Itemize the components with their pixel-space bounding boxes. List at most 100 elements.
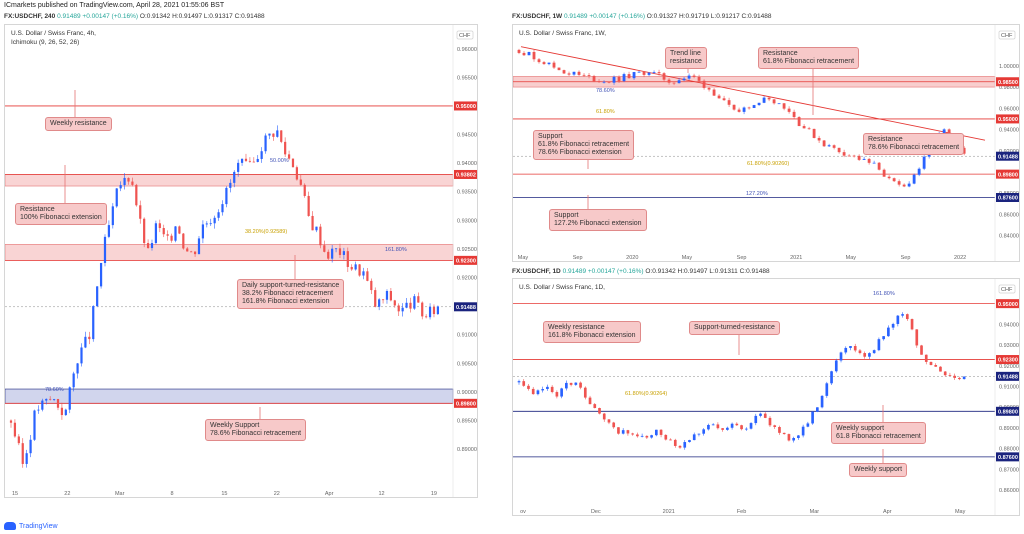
annotation-callout[interactable]: Weekly support 61.8 Fibonacci retracemen…	[831, 422, 926, 444]
candle	[115, 188, 118, 208]
chart-4h[interactable]: 0.96000 0.95500 0.95000 0.94500 0.94000 0.935…	[4, 24, 478, 498]
candle	[174, 225, 177, 243]
price-tag: 0.87600	[996, 452, 1019, 462]
tradingview-cloud-icon	[4, 522, 16, 530]
candle	[276, 125, 279, 138]
candle	[162, 224, 165, 238]
annotation-callout[interactable]: Weekly resistance	[45, 117, 112, 131]
y-tick-label: 0.87000	[999, 467, 1019, 473]
candle	[260, 147, 263, 163]
candle	[882, 168, 886, 177]
annotation-callout[interactable]: Support 127.2% Fibonacci extension	[549, 209, 647, 231]
candle	[127, 177, 130, 185]
annotation-callout[interactable]: Support-turned-resistance	[689, 321, 780, 335]
candle	[842, 149, 846, 158]
annotation-callout[interactable]: Weekly support	[849, 463, 908, 477]
candle	[677, 78, 681, 84]
y-tick-label: 1.00000	[999, 64, 1019, 70]
candle	[891, 322, 895, 330]
candle	[673, 438, 677, 448]
x-tick-label: Apr	[883, 509, 892, 515]
chart-1d[interactable]: 0.950000.940000.930000.920000.910000.900…	[512, 278, 1020, 516]
annotation-callout[interactable]: Daily support-turned-resistance 38.2% Fi…	[237, 279, 345, 309]
tradingview-logo[interactable]: TradingView	[4, 522, 58, 530]
candle	[45, 398, 48, 405]
br-ohlc: FX:USDCHF, 1D 0.91489 +0.00147 (+0.16%) …	[512, 268, 770, 275]
svg-text:CHF: CHF	[459, 33, 471, 39]
candle	[560, 387, 563, 399]
fib-label: 38.20%(0.92589)	[245, 229, 287, 235]
x-tick-label: 22	[64, 491, 70, 497]
candle	[735, 422, 739, 426]
y-tick-label: 0.89500	[457, 418, 477, 424]
annotation-callout[interactable]: Trend line resistance	[665, 47, 707, 69]
candle	[782, 432, 786, 435]
candle	[716, 422, 720, 430]
candle	[806, 421, 810, 428]
y-tick-label: 0.86000	[999, 488, 1019, 494]
candle	[76, 363, 79, 379]
candle	[917, 167, 921, 177]
candle	[107, 220, 111, 239]
candle	[636, 432, 639, 438]
candle	[962, 146, 966, 156]
candle	[877, 337, 881, 352]
candle	[929, 361, 933, 366]
candle	[541, 386, 545, 393]
trend-line[interactable]	[520, 46, 986, 141]
annotation-callout[interactable]: Support 61.8% Fibonacci retracement 78.6…	[533, 130, 635, 160]
candle	[622, 72, 626, 83]
candle	[858, 348, 862, 355]
annotation-callout[interactable]: Weekly Support 78.6% Fibonacci retraceme…	[205, 419, 307, 441]
candle	[664, 434, 668, 441]
y-tick-label: 0.93500	[457, 190, 477, 196]
candle	[542, 61, 546, 65]
candle	[882, 335, 885, 341]
candle	[225, 186, 228, 208]
price-tag: 0.89800	[996, 406, 1019, 416]
candle	[80, 343, 83, 367]
candle	[849, 345, 852, 351]
candle	[645, 435, 649, 440]
candle	[792, 109, 796, 119]
candle	[88, 331, 91, 345]
annotation-callout[interactable]: Resistance 100% Fibonacci extension	[15, 203, 107, 225]
candle	[682, 76, 686, 82]
y-tick-label: 0.88000	[999, 447, 1019, 453]
candle	[588, 395, 592, 405]
candle	[409, 297, 412, 313]
svg-text:0.92300: 0.92300	[998, 358, 1018, 364]
svg-text:0.89800: 0.89800	[456, 402, 476, 408]
fib-label: 161.80%	[873, 291, 895, 297]
annotation-callout[interactable]: Resistance 78.6% Fibonacci retracement	[863, 133, 965, 155]
candle	[41, 398, 44, 412]
annotation-callout[interactable]: Resistance 61.8% Fibonacci retracement	[758, 47, 860, 69]
candle	[702, 79, 706, 90]
chart-svg: 0.96000 0.95500 0.95000 0.94500 0.94000 0.935…	[5, 25, 477, 497]
candle	[797, 116, 801, 127]
annotation-callout[interactable]: Weekly resistance 161.8% Fibonacci exten…	[543, 321, 641, 343]
candle	[572, 71, 576, 76]
y-tick-label: 0.91000	[457, 333, 477, 339]
candle	[425, 314, 428, 319]
candle	[531, 386, 535, 395]
candle	[532, 49, 536, 62]
candle	[295, 165, 299, 181]
candle	[428, 303, 432, 320]
candle	[915, 329, 919, 348]
chart-1w[interactable]: 1.000000.980000.960000.940000.920000.900…	[512, 24, 1020, 262]
candle	[837, 147, 841, 154]
y-tick-label: 0.90000	[457, 390, 477, 396]
currency-badge: CHF	[998, 30, 1016, 40]
tr-low: L:0.91217	[710, 13, 740, 20]
candle	[920, 344, 923, 355]
candle	[637, 70, 641, 73]
price-tag: 0.89800	[454, 398, 477, 408]
x-tick-label: Dec	[591, 509, 601, 515]
candle	[378, 298, 381, 311]
candle	[244, 153, 248, 162]
candle	[436, 305, 439, 316]
x-tick-label: 15	[12, 491, 18, 497]
candle	[778, 425, 781, 435]
chart-svg: 0.950000.940000.930000.920000.910000.900…	[513, 279, 1019, 515]
